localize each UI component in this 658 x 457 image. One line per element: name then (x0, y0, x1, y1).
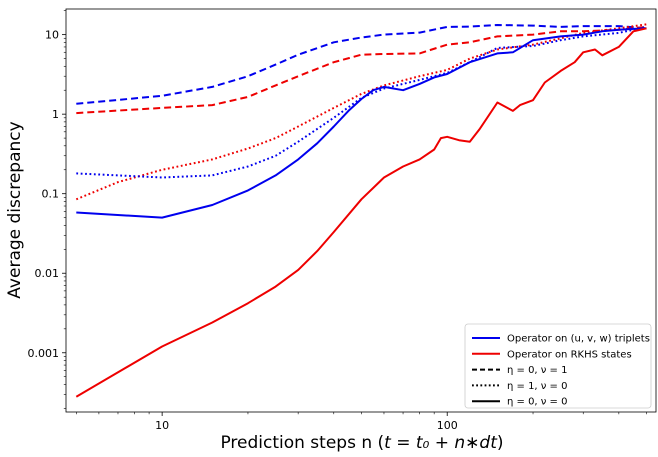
legend-label: η = 0, ν = 1 (507, 365, 567, 376)
y-tick-label: 1 (52, 108, 59, 121)
legend-label: η = 0, ν = 0 (507, 397, 567, 408)
plot-area (65, 8, 657, 413)
series-line-red-dotted (75, 23, 647, 201)
legend: Operator on (u, v, w) triplets Operator o… (464, 323, 652, 409)
series-line-blue-dotted (76, 25, 647, 179)
y-tick-label: 0.001 (28, 347, 60, 360)
x-tick-label: 10 (155, 419, 169, 432)
y-tick-label: 10 (45, 29, 59, 42)
series-line-red-solid (75, 27, 647, 398)
legend-label: Operator on RKHS states (507, 349, 632, 360)
x-axis-title: Prediction steps n (t = t₀ + n∗dt) (220, 433, 503, 453)
legend-label: Operator on (u, v, w) triplets (507, 334, 650, 345)
series-line-blue-solid (76, 27, 647, 219)
series-line-blue-dashed (76, 24, 647, 105)
y-axis-title: Average discrepancy (5, 121, 25, 298)
y-tick-label: 0.1 (42, 188, 60, 201)
series-line-red-dashed (76, 25, 647, 115)
legend-box (464, 323, 652, 409)
y-tick-label: 0.01 (35, 267, 60, 280)
legend-label: η = 1, ν = 0 (507, 381, 567, 392)
x-tick-label: 100 (437, 419, 458, 432)
